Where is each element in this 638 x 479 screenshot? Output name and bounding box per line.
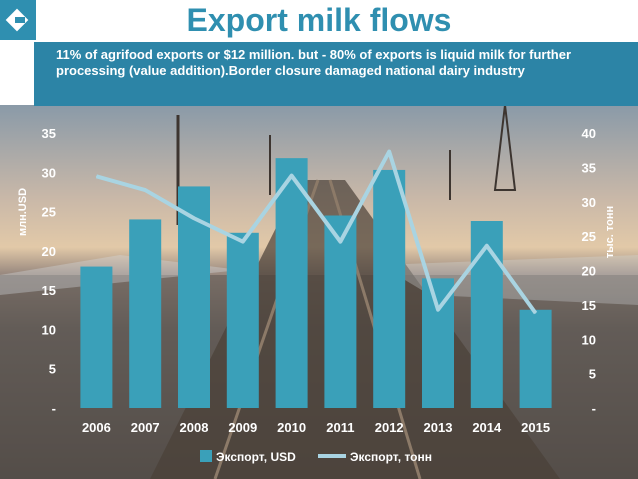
left-tick-label: - (52, 401, 56, 416)
legend-label-line: Экспорт, тонн (350, 450, 432, 464)
left-axis-title: млн.USD (17, 188, 29, 236)
right-tick-label: 40 (582, 126, 596, 141)
legend-label-bar: Экспорт, USD (216, 450, 296, 464)
category-label-2014: 2014 (472, 420, 502, 435)
bar-2015 (519, 309, 552, 408)
left-tick-label: 30 (42, 165, 56, 180)
right-tick-label: 20 (582, 264, 596, 279)
line-point-2012 (388, 151, 390, 153)
category-label-2013: 2013 (424, 420, 453, 435)
left-axis-ticks: - 5 10 15 20 25 30 35 (42, 126, 56, 416)
right-tick-label: 10 (582, 332, 596, 347)
line-point-2010 (291, 175, 293, 177)
right-tick-label: 15 (582, 298, 596, 313)
left-tick-label: 20 (42, 244, 56, 259)
bar-series (80, 158, 552, 408)
category-label-2011: 2011 (326, 420, 354, 435)
line-point-2013 (437, 309, 439, 311)
subtitle-banner: 11% of agrifood exports or $12 million. … (34, 42, 638, 106)
category-label-2008: 2008 (180, 420, 209, 435)
bar-2011 (324, 215, 357, 408)
line-point-2007 (144, 189, 146, 191)
category-label-2006: 2006 (82, 420, 111, 435)
right-tick-label: 35 (582, 160, 596, 175)
line-point-2015 (535, 312, 537, 314)
left-tick-label: 15 (42, 283, 56, 298)
line-point-2014 (486, 245, 488, 247)
right-tick-label: 25 (582, 229, 596, 244)
right-axis-title: тыс. тонн (604, 206, 616, 258)
bar-2006 (80, 266, 113, 408)
left-tick-label: 10 (42, 322, 56, 337)
line-point-2006 (95, 175, 97, 177)
category-label-2015: 2015 (521, 420, 550, 435)
right-axis-ticks: - 5 10 15 20 25 30 35 40 (582, 126, 596, 416)
legend-swatch-bar (200, 450, 212, 462)
category-label-2007: 2007 (131, 420, 160, 435)
bar-2014 (470, 221, 503, 408)
line-point-2008 (193, 217, 195, 219)
category-label-2010: 2010 (277, 420, 306, 435)
bar-2007 (129, 219, 162, 408)
line-point-2009 (242, 241, 244, 243)
brand-logo (0, 0, 36, 40)
left-tick-label: 25 (42, 205, 56, 220)
right-tick-label: 5 (589, 367, 596, 382)
right-tick-label: 30 (582, 195, 596, 210)
bar-2012 (373, 169, 406, 408)
right-tick-label: - (592, 401, 596, 416)
bar-2010 (275, 158, 308, 408)
line-point-2011 (339, 241, 341, 243)
x-axis-categories: 2006 2007 2008 2009 2010 2011 2012 2013 2014 2015 (82, 420, 550, 435)
slide-title: Export milk flows (186, 2, 452, 38)
legend: Экспорт, USD Экспорт, тонн (200, 450, 432, 464)
left-tick-label: 35 (42, 126, 56, 141)
bar-2009 (226, 232, 259, 408)
line-series (95, 149, 538, 315)
category-label-2009: 2009 (228, 420, 257, 435)
line-path (95, 149, 538, 315)
category-label-2012: 2012 (375, 420, 404, 435)
bar-2013 (422, 278, 454, 408)
left-tick-label: 5 (49, 362, 56, 377)
